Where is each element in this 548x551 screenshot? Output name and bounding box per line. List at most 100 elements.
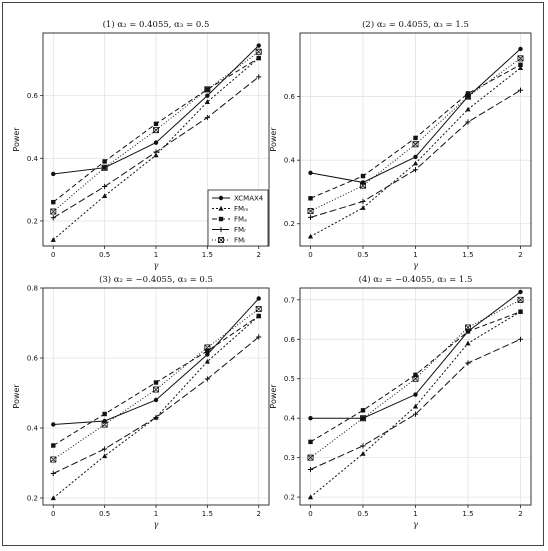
y-tick-label: 0.7	[284, 296, 295, 304]
x-tick-label: 2	[256, 251, 260, 259]
x-axis-label: γ	[154, 261, 159, 270]
data-point	[205, 93, 210, 98]
data-point	[412, 411, 419, 417]
data-point	[204, 358, 210, 364]
data-point	[256, 334, 262, 340]
data-point	[412, 141, 419, 148]
data-point	[153, 121, 159, 127]
y-axis-label: Power	[12, 127, 21, 152]
x-tick-label: 2	[518, 251, 522, 259]
data-point	[101, 421, 108, 428]
data-point	[413, 154, 418, 160]
legend: XCMAX4 FMₘ FMₐ FMᵣ FMᵢ	[207, 189, 269, 247]
data-point	[50, 208, 57, 215]
data-point	[360, 415, 366, 422]
legend-label: FMᵣ	[234, 226, 246, 234]
data-point	[518, 309, 523, 314]
y-tick-label: 0.8	[27, 285, 38, 293]
data-point	[465, 119, 471, 125]
x-axis-label: γ	[413, 520, 418, 529]
data-point	[517, 87, 524, 93]
x-tick-label: 0	[51, 251, 55, 259]
data-point	[204, 376, 210, 382]
legend-label: FMₘ	[234, 205, 248, 213]
data-point	[204, 114, 210, 121]
data-point	[102, 411, 107, 417]
data-point	[256, 313, 261, 319]
data-point	[412, 403, 419, 409]
y-tick-label: 0.6	[27, 92, 39, 100]
data-point	[465, 93, 471, 100]
data-point	[412, 375, 419, 382]
x-tick-label: 0.5	[357, 251, 368, 259]
data-point	[102, 446, 108, 452]
data-point	[153, 380, 159, 385]
data-point	[153, 127, 159, 134]
data-point	[256, 55, 261, 61]
x-tick-label: 1	[154, 251, 158, 259]
y-tick-label: 0.6	[284, 93, 296, 101]
data-point	[308, 416, 313, 421]
x-tick-label: 0	[308, 510, 312, 518]
data-point	[517, 336, 524, 342]
data-point	[255, 306, 262, 312]
data-point	[517, 65, 524, 71]
data-point	[153, 414, 159, 421]
legend-marker	[218, 226, 224, 233]
x-tick-label: 1.5	[462, 251, 473, 259]
data-point	[360, 198, 366, 205]
data-point	[153, 140, 159, 145]
data-point	[51, 171, 56, 177]
x-tick-label: 2	[256, 510, 260, 518]
chart-title: (2) α₂ = 0.4055, α₃ = 1.5	[362, 19, 469, 30]
data-point	[360, 180, 366, 185]
data-point	[360, 408, 366, 413]
x-tick-label: 0	[308, 251, 312, 259]
chart-title: (4) α₂ = −0.4055, α₃ = 1.5	[359, 274, 473, 285]
data-point	[50, 456, 57, 463]
y-tick-label: 0.4	[27, 425, 39, 433]
legend-marker	[218, 216, 224, 222]
x-axis-label: γ	[413, 261, 418, 270]
data-point	[465, 340, 471, 346]
data-point	[102, 193, 108, 198]
data-point	[205, 352, 210, 357]
x-tick-label: 1.5	[202, 251, 213, 259]
x-tick-label: 1	[413, 251, 417, 259]
y-tick-label: 0.4	[284, 157, 296, 165]
x-tick-label: 0.5	[99, 251, 110, 259]
chart-title: (1) α₂ = 0.4055, α₃ = 0.5	[103, 19, 210, 30]
data-point	[360, 451, 366, 456]
y-tick-label: 0.4	[27, 155, 39, 163]
data-point	[308, 170, 313, 176]
data-point	[204, 99, 210, 104]
figure-frame: 0 0.5 1 1.5 2 0.2 0.4 0.6 γ Power (1) α₂ = 0.4055,…	[2, 2, 544, 546]
y-tick-label: 0.4	[284, 415, 296, 423]
chart-panel-4: 0 0.5 1 1.5 2 0.2 0.3 0.4 0.5 0.6 0.7 γ Power (4) α₂ …	[269, 274, 532, 529]
data-point	[518, 62, 523, 67]
data-point	[412, 167, 419, 173]
series-line-2	[310, 311, 521, 498]
data-point	[255, 48, 262, 55]
y-tick-label: 0.6	[284, 336, 296, 344]
data-point	[360, 182, 366, 189]
legend-marker	[218, 237, 224, 243]
y-tick-label: 0.2	[27, 217, 38, 225]
data-point	[101, 164, 108, 171]
x-axis-label: γ	[154, 520, 159, 529]
data-point	[465, 91, 471, 96]
series-line-4	[53, 336, 260, 474]
data-point	[307, 494, 314, 500]
data-point	[412, 160, 419, 166]
data-point	[51, 422, 56, 427]
chart-panel-3: 0 0.5 1 1.5 2 0.2 0.4 0.6 0.8 γ Power (3) α₂ = −0.4…	[12, 274, 270, 529]
data-point	[308, 439, 313, 445]
data-point	[518, 46, 523, 52]
y-tick-label: 0.3	[284, 454, 295, 462]
data-point	[50, 237, 56, 242]
y-tick-label: 0.2	[284, 494, 295, 502]
data-point	[413, 135, 418, 141]
x-tick-label: 1.5	[462, 510, 473, 518]
data-point	[308, 196, 313, 201]
data-point	[50, 470, 56, 477]
